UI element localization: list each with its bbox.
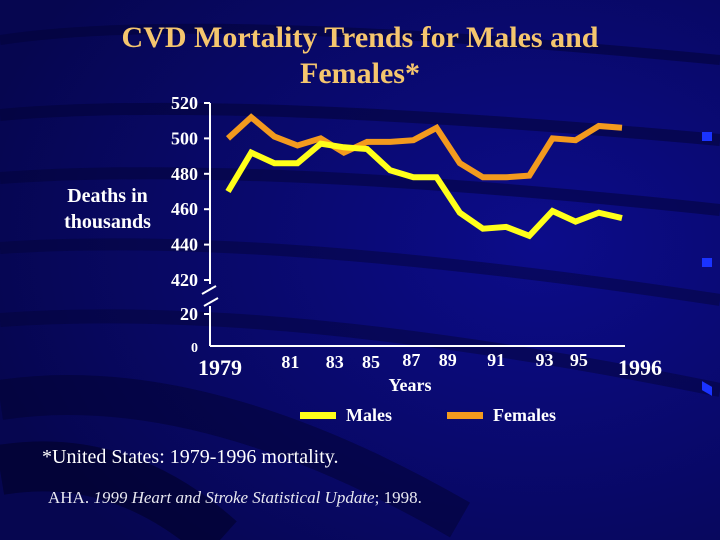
x-tick-label: 91 — [487, 350, 505, 370]
source-citation: AHA. 1999 Heart and Stroke Statistical U… — [48, 488, 422, 508]
legend-label-males: Males — [346, 405, 392, 425]
slide-title: CVD Mortality Trends for Males and Femal… — [121, 21, 599, 90]
y-axis-ticks: 520 500 480 460 440 420 20 0 — [171, 93, 210, 356]
y-tick-label: 440 — [171, 235, 198, 255]
x-tick-label: 1979 — [198, 355, 242, 380]
x-tick-label: 83 — [326, 352, 344, 372]
series-line-females — [225, 113, 623, 181]
chart-axes — [201, 103, 625, 347]
slide-bullet-icon — [702, 132, 712, 141]
slide-bullet-icon — [702, 258, 712, 267]
y-tick-label: 460 — [171, 199, 198, 219]
source-suffix: ; 1998. — [374, 488, 422, 507]
y-tick-label: 420 — [171, 270, 198, 290]
y-tick-label: 520 — [171, 93, 198, 113]
axis-break-mark — [203, 297, 219, 307]
x-tick-label: 93 — [535, 350, 553, 370]
y-axis-label: Deaths in thousands — [64, 185, 151, 233]
x-tick-label: 95 — [570, 350, 588, 370]
legend-item-females: Females — [446, 405, 556, 426]
footnote: *United States: 1979-1996 mortality. — [42, 446, 339, 468]
x-tick-label: 1996 — [618, 355, 662, 380]
x-tick-label: 89 — [439, 350, 457, 370]
y-tick-label: 0 — [191, 341, 198, 356]
legend-label-females: Females — [492, 405, 556, 425]
y-tick-label: 20 — [180, 304, 198, 324]
series-lines — [225, 113, 623, 240]
legend-swatch-males — [300, 412, 336, 419]
chart-legend: Males Females — [300, 405, 611, 426]
series-line-males — [225, 140, 623, 240]
legend-swatch-females — [446, 412, 483, 419]
x-axis-label: Years — [388, 375, 432, 395]
y-tick-label: 500 — [171, 128, 198, 148]
x-tick-label: 87 — [402, 350, 420, 370]
x-axis-ticks: 1979 81 83 85 87 89 91 93 95 1996 — [198, 350, 662, 380]
x-tick-label: 81 — [281, 352, 299, 372]
source-prefix: AHA. — [48, 488, 94, 507]
y-tick-label: 480 — [171, 164, 198, 184]
x-tick-label: 85 — [362, 352, 380, 372]
axis-break-mark — [201, 285, 217, 295]
legend-item-males: Males — [300, 405, 392, 426]
source-title: 1999 Heart and Stroke Statistical Update — [93, 488, 375, 507]
